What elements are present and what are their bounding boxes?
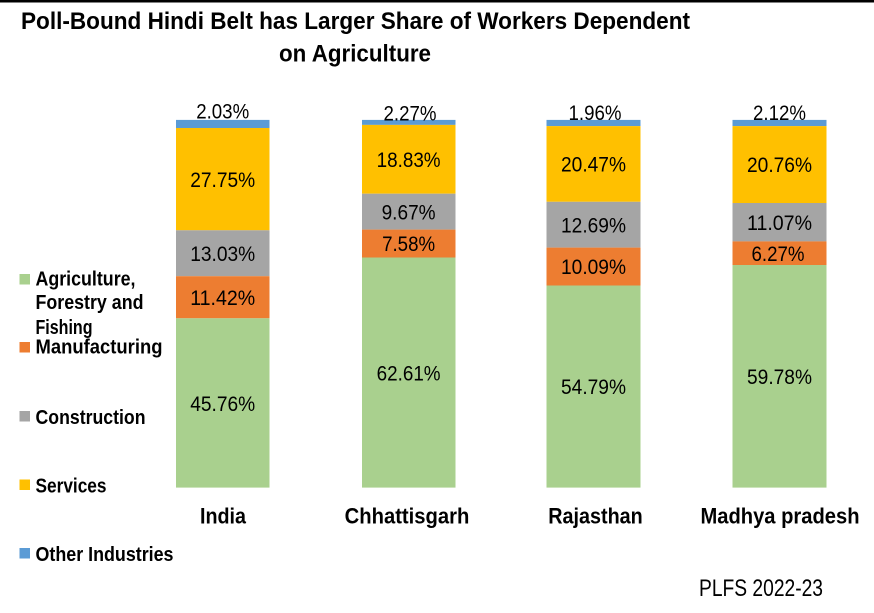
svg-text:12.69%: 12.69% [561, 214, 626, 237]
svg-text:2.27%: 2.27% [384, 103, 437, 126]
svg-text:18.83%: 18.83% [377, 149, 441, 172]
svg-text:6.27%: 6.27% [752, 243, 805, 266]
svg-text:PLFS 2022-23: PLFS 2022-23 [699, 575, 823, 602]
svg-text:11.42%: 11.42% [190, 287, 255, 310]
svg-text:9.67%: 9.67% [382, 201, 436, 224]
svg-text:20.76%: 20.76% [747, 154, 812, 177]
svg-text:1.96%: 1.96% [569, 102, 622, 125]
svg-text:62.61%: 62.61% [377, 362, 441, 385]
svg-text:11.07%: 11.07% [747, 212, 812, 235]
svg-text:45.76%: 45.76% [190, 393, 255, 416]
svg-text:on Agriculture: on Agriculture [279, 41, 431, 68]
svg-text:13.03%: 13.03% [190, 243, 255, 266]
svg-text:Services: Services [36, 476, 107, 498]
svg-text:Madhya pradesh: Madhya pradesh [701, 504, 860, 529]
svg-text:7.58%: 7.58% [382, 233, 435, 256]
svg-text:India: India [200, 504, 247, 529]
svg-text:Chhattisgarh: Chhattisgarh [345, 504, 470, 529]
svg-text:2.12%: 2.12% [753, 102, 806, 125]
svg-text:Manufacturing: Manufacturing [36, 337, 163, 359]
svg-text:10.09%: 10.09% [561, 256, 626, 279]
svg-text:20.47%: 20.47% [561, 154, 626, 177]
svg-text:54.79%: 54.79% [561, 376, 626, 399]
svg-text:Forestry and: Forestry and [36, 292, 144, 314]
svg-text:59.78%: 59.78% [747, 366, 812, 389]
svg-text:Other Industries: Other Industries [36, 544, 174, 566]
svg-text:Rajasthan: Rajasthan [548, 504, 643, 529]
svg-text:27.75%: 27.75% [190, 169, 255, 192]
svg-text:Agriculture,: Agriculture, [36, 269, 136, 291]
svg-text:Fishing: Fishing [36, 317, 93, 339]
svg-text:Construction: Construction [36, 407, 146, 429]
svg-text:Poll-Bound Hindi Belt has Larg: Poll-Bound Hindi Belt has Larger Share o… [21, 8, 690, 35]
svg-text:2.03%: 2.03% [196, 101, 249, 124]
